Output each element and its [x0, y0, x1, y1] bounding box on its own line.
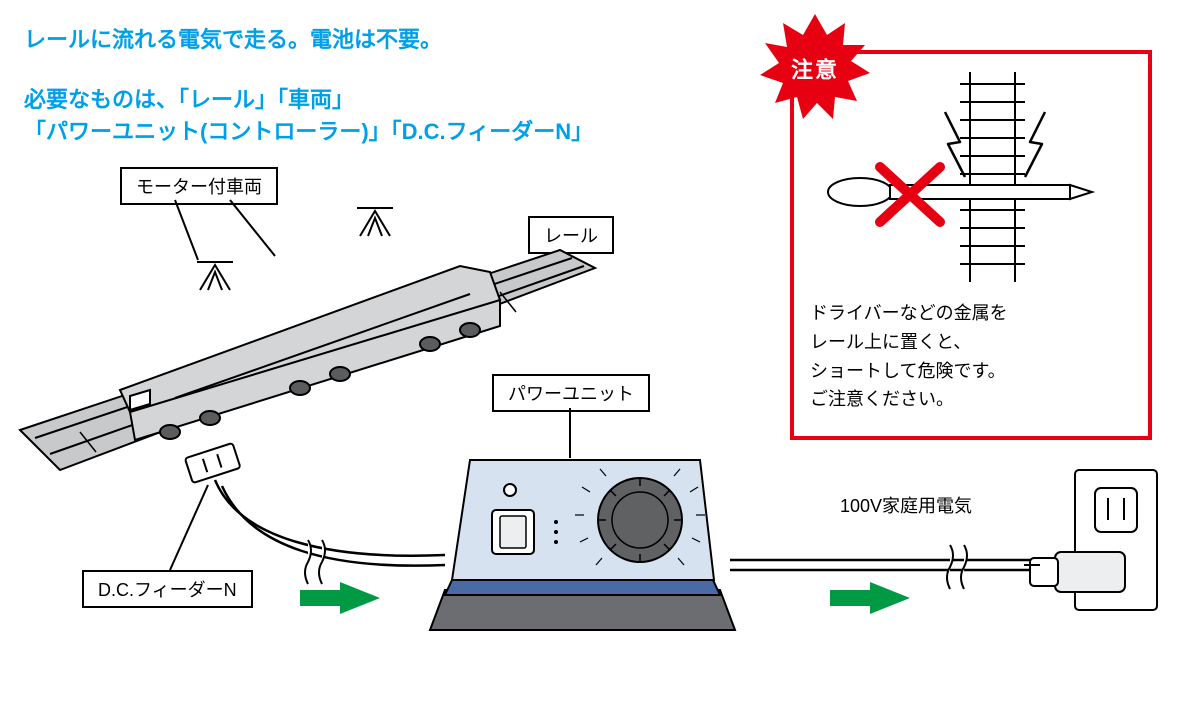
- heading-line-1: レールに流れる電気で走る。電池は不要。: [24, 22, 442, 54]
- caution-badge-label: 注意: [791, 52, 839, 84]
- callout-train: モーター付車両: [120, 167, 278, 205]
- rail-illustration: [20, 250, 595, 470]
- train-illustration: [120, 208, 500, 440]
- callout-rail: レール: [528, 216, 614, 254]
- label-mains: 100V家庭用電気: [840, 492, 972, 518]
- outlet-illustration: [1024, 470, 1157, 610]
- caution-badge: 注意: [760, 14, 870, 124]
- feeder-connector: [185, 443, 241, 483]
- callout-feeder: D.C.フィーダーN: [82, 570, 253, 608]
- heading-line-2: 必要なものは、「レール」「車両」 「パワーユニット(コントローラー)」「D.C.…: [24, 82, 593, 146]
- callout-power-unit: パワーユニット: [492, 374, 650, 412]
- caution-text: ドライバーなどの金属を レール上に置くと、 ショートして危険です。 ご注意くださ…: [810, 299, 1132, 414]
- flow-arrows: [300, 582, 910, 614]
- power-unit-illustration: [430, 460, 735, 630]
